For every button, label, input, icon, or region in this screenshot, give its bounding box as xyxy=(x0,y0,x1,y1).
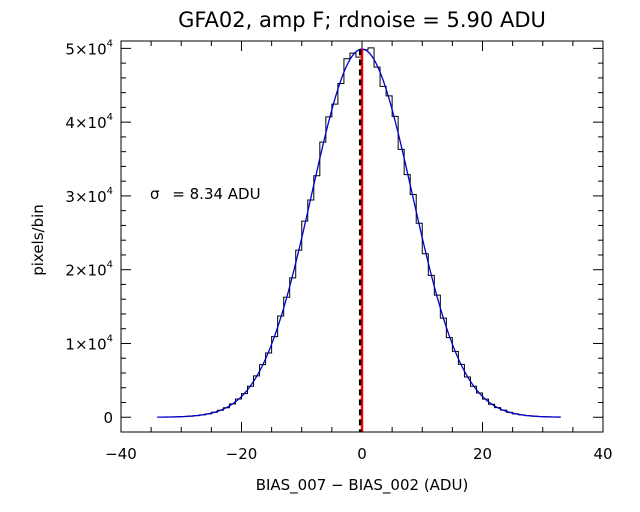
sigma-value: = 8.34 ADU xyxy=(172,185,260,203)
plot-frame xyxy=(120,40,604,433)
x-tick-label: 40 xyxy=(593,445,612,463)
sigma-symbol: σ xyxy=(150,185,160,203)
y-axis-label: pixels/bin xyxy=(29,204,47,276)
y-tick-label: 5×104 xyxy=(65,38,113,58)
x-tick-label: −20 xyxy=(226,445,258,463)
chart-title: GFA02, amp F; rdnoise = 5.90 ADU xyxy=(178,8,546,32)
sigma-annotation: σ = 8.34 ADU xyxy=(150,185,261,203)
x-tick-label: 20 xyxy=(473,445,492,463)
y-tick-label: 2×104 xyxy=(65,260,113,280)
x-tick-label: −40 xyxy=(105,445,137,463)
x-axis-label: BIAS_007 − BIAS_002 (ADU) xyxy=(256,476,469,495)
x-tick-label: 0 xyxy=(357,445,367,463)
y-tick-label: 0 xyxy=(103,409,113,427)
y-tick-label: 4×104 xyxy=(65,112,113,132)
y-tick-label: 3×104 xyxy=(65,186,113,206)
y-tick-label: 1×104 xyxy=(65,333,113,353)
